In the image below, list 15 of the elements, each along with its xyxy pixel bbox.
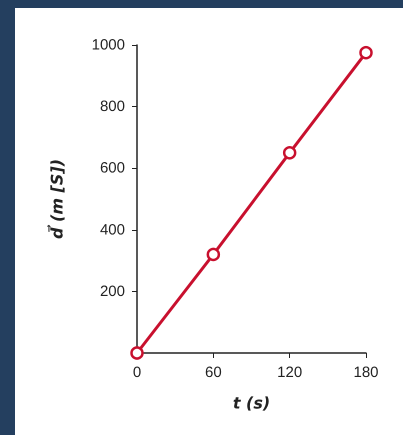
- y-tick-label: 400: [100, 221, 125, 238]
- y-tick-label: 800: [100, 98, 125, 116]
- point: [206, 248, 220, 262]
- x-tick-label: 120: [277, 364, 302, 381]
- y-tick-label: 600: [100, 160, 125, 177]
- point: [130, 346, 144, 360]
- x-tick-label: 0: [132, 364, 142, 381]
- y-axis-title: d⃗ (m [S]): [46, 158, 66, 240]
- x-tick-label: 60: [204, 364, 222, 381]
- y-tick-label: 200: [100, 282, 125, 300]
- point: [282, 146, 296, 160]
- point: [359, 46, 373, 60]
- y-tick-label: 1000: [92, 36, 125, 54]
- x-tick-label: 180: [353, 364, 379, 381]
- x-axis-title: t (s): [232, 394, 270, 412]
